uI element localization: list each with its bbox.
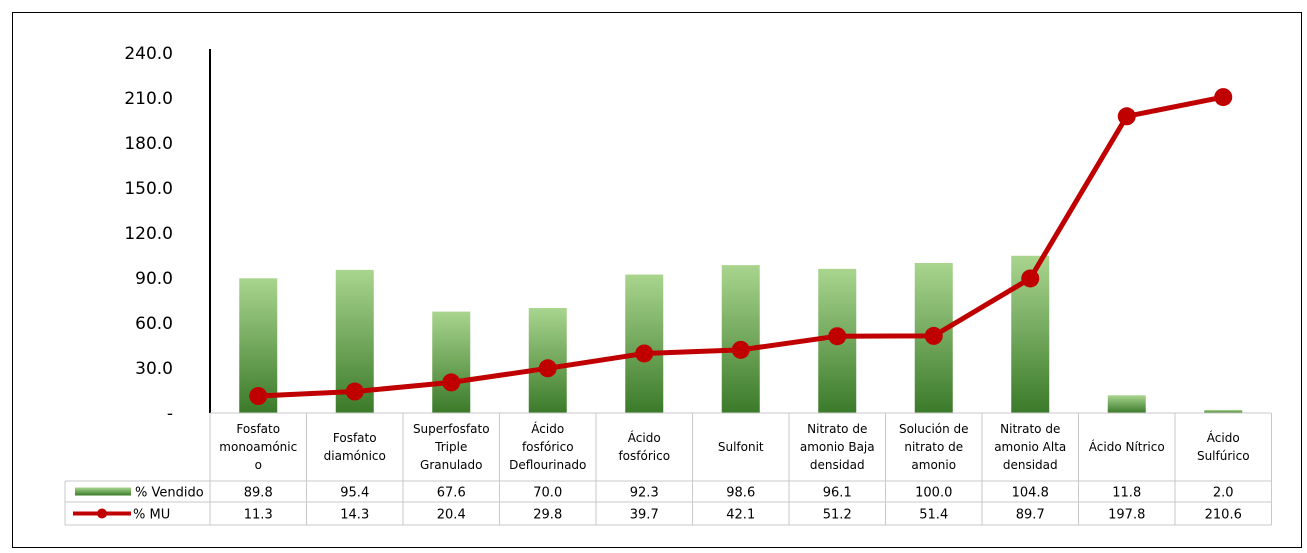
- category-label: diamónico: [324, 449, 386, 463]
- category-label: Superfosfato: [413, 422, 490, 436]
- bar-vendido: [432, 311, 471, 413]
- legend-label-mu: % MU: [133, 508, 170, 523]
- data-label-mu: 197.8: [1108, 508, 1145, 523]
- data-label-mu: 39.7: [630, 508, 659, 523]
- y-tick-label: 150.0: [124, 179, 173, 199]
- data-label-vendido: 92.3: [630, 486, 659, 501]
- data-label-vendido: 95.4: [340, 486, 369, 501]
- category-label: Sulfonit: [718, 440, 764, 454]
- bar-vendido: [625, 274, 664, 413]
- point-mu: [1021, 269, 1040, 288]
- category-label: Ácido: [531, 421, 564, 436]
- legend-key-vendido: [75, 487, 131, 496]
- data-label-mu: 42.1: [726, 508, 755, 523]
- y-tick-label: 120.0: [124, 224, 173, 244]
- bar-vendido: [721, 265, 760, 413]
- y-tick-label: 240.0: [124, 44, 173, 64]
- category-label: amonio: [911, 458, 956, 472]
- legend-label-vendido: % Vendido: [135, 486, 204, 501]
- data-label-mu: 51.4: [919, 508, 948, 523]
- category-label: monoamónic: [219, 440, 297, 454]
- bar-vendido: [1204, 410, 1243, 413]
- chart-frame: - 30.0 60.0 90.0 120.0 150.0 180.0 210.0 240.0 F…: [12, 12, 1302, 548]
- data-label-vendido: 67.6: [437, 486, 466, 501]
- data-label-vendido: 11.8: [1112, 486, 1141, 501]
- point-mu: [538, 359, 557, 378]
- data-label-vendido: 96.1: [823, 486, 852, 501]
- data-label-mu: 51.2: [823, 508, 852, 523]
- point-mu: [1214, 88, 1233, 107]
- data-label-vendido: 89.8: [244, 486, 273, 501]
- point-mu: [924, 326, 943, 345]
- data-label-vendido: 98.6: [726, 486, 755, 501]
- point-mu: [442, 373, 461, 392]
- y-tick-label: -: [167, 404, 173, 424]
- data-label-vendido: 70.0: [533, 486, 562, 501]
- point-mu: [249, 387, 268, 406]
- combo-chart: - 30.0 60.0 90.0 120.0 150.0 180.0 210.0 240.0 F…: [64, 44, 1272, 526]
- category-label: Nitrato de: [1000, 422, 1060, 436]
- category-label: Nitrato de: [807, 422, 867, 436]
- data-label-mu: 210.6: [1205, 508, 1242, 523]
- category-label: Fosfato: [333, 431, 377, 445]
- y-tick-label: 210.0: [124, 89, 173, 109]
- category-label: amonio Baja: [800, 440, 875, 454]
- category-label: densidad: [1003, 458, 1058, 472]
- y-tick-label: 180.0: [124, 134, 173, 154]
- data-label-vendido: 100.0: [915, 486, 952, 501]
- data-label-vendido: 104.8: [1012, 486, 1049, 501]
- category-label: Sulfúrico: [1197, 449, 1250, 463]
- data-label-mu: 20.4: [437, 508, 466, 523]
- data-label-mu: 29.8: [533, 508, 562, 523]
- category-label: Ácido: [628, 430, 661, 445]
- point-mu: [635, 344, 654, 363]
- point-mu: [1117, 107, 1136, 126]
- category-label: o: [255, 458, 262, 472]
- point-mu: [828, 327, 847, 346]
- category-label: Triple: [434, 440, 467, 454]
- category-label: Ácido: [1207, 430, 1240, 445]
- category-label: amonio Alta: [994, 440, 1066, 454]
- y-tick-label: 90.0: [135, 269, 173, 289]
- category-label: Solución de: [899, 422, 969, 436]
- category-label: Ácido Nítrico: [1089, 439, 1165, 454]
- data-label-vendido: 2.0: [1213, 486, 1234, 501]
- point-mu: [345, 382, 364, 401]
- category-label: fosfórico: [522, 440, 574, 454]
- bar-vendido: [1107, 395, 1146, 413]
- category-label: densidad: [810, 458, 865, 472]
- category-label: nitrato de: [904, 440, 963, 454]
- legend-key-mu-marker: [97, 508, 107, 519]
- category-label: fosfórico: [618, 449, 670, 463]
- y-tick-label: 30.0: [135, 359, 173, 379]
- category-label: Deflourinado: [509, 458, 586, 472]
- category-label: Granulado: [420, 458, 482, 472]
- data-label-mu: 89.7: [1016, 508, 1045, 523]
- y-tick-label: 60.0: [135, 314, 173, 334]
- category-label: Fosfato: [236, 422, 280, 436]
- point-mu: [731, 340, 750, 359]
- data-label-mu: 14.3: [340, 508, 369, 523]
- data-label-mu: 11.3: [244, 508, 273, 523]
